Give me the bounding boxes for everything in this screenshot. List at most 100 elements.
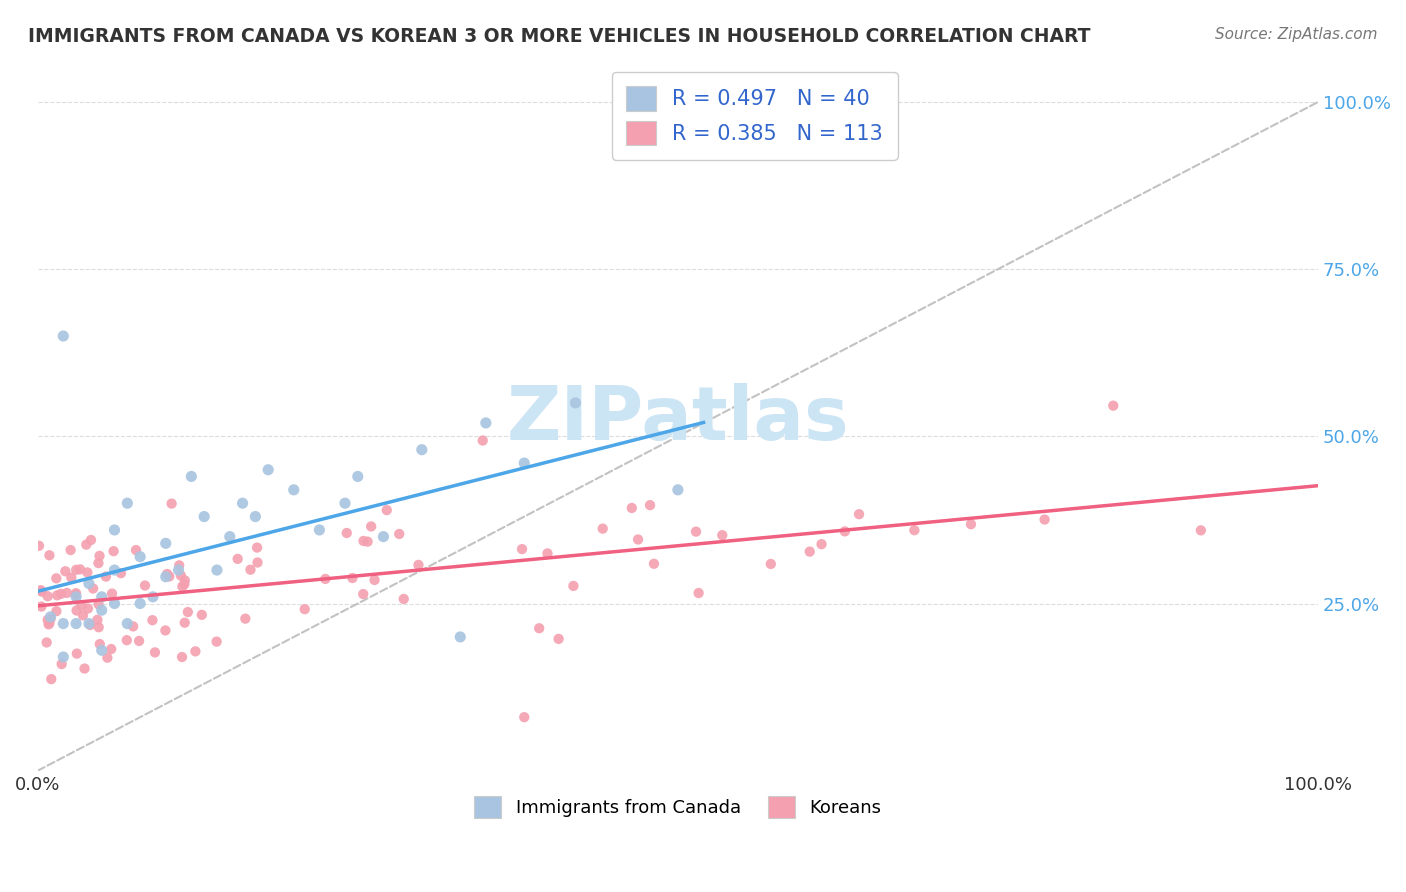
Text: Source: ZipAtlas.com: Source: ZipAtlas.com <box>1215 27 1378 42</box>
Point <box>46 588 69 602</box>
Point <box>52 329 75 343</box>
Point <box>235 612 257 626</box>
Point <box>45 571 67 585</box>
Point <box>471 434 494 448</box>
Point <box>65 590 87 604</box>
Point <box>392 591 415 606</box>
Point <box>170 650 193 665</box>
Point <box>536 546 558 560</box>
Text: ZIPatlas: ZIPatlas <box>506 383 849 456</box>
Point <box>89 549 111 563</box>
Point <box>51 657 73 671</box>
Point <box>90 590 112 604</box>
Point <box>173 615 195 630</box>
Point <box>834 524 856 539</box>
Point <box>39 610 62 624</box>
Point <box>38 616 60 631</box>
Point <box>360 519 382 533</box>
Point <box>69 562 91 576</box>
Point <box>353 533 375 548</box>
Point <box>513 710 536 724</box>
Point <box>122 619 145 633</box>
Point <box>193 509 215 524</box>
Point <box>513 456 536 470</box>
Point <box>342 571 364 585</box>
Point <box>226 552 249 566</box>
Point <box>562 579 585 593</box>
Point <box>408 558 430 572</box>
Point <box>134 578 156 592</box>
Point <box>77 576 100 591</box>
Point <box>65 563 87 577</box>
Point <box>592 522 614 536</box>
Point <box>87 620 110 634</box>
Point <box>218 530 240 544</box>
Point <box>45 604 67 618</box>
Point <box>711 528 734 542</box>
Point <box>31 584 53 599</box>
Point <box>38 549 60 563</box>
Point <box>191 607 214 622</box>
Point <box>160 497 183 511</box>
Point <box>547 632 569 646</box>
Point <box>308 523 330 537</box>
Point <box>510 542 533 557</box>
Point <box>314 572 336 586</box>
Point <box>205 563 228 577</box>
Point <box>103 523 125 537</box>
Point <box>156 566 179 581</box>
Point <box>82 582 104 596</box>
Point <box>294 602 316 616</box>
Point <box>115 633 138 648</box>
Point <box>52 616 75 631</box>
Point <box>246 556 269 570</box>
Point <box>117 616 139 631</box>
Point <box>60 570 83 584</box>
Point <box>75 538 97 552</box>
Point <box>627 533 650 547</box>
Point <box>142 590 165 604</box>
Point <box>173 577 195 591</box>
Point <box>56 586 79 600</box>
Point <box>129 597 152 611</box>
Point <box>363 573 385 587</box>
Point <box>79 618 101 632</box>
Point <box>449 630 471 644</box>
Point <box>643 557 665 571</box>
Point <box>184 644 207 658</box>
Point <box>66 647 89 661</box>
Point <box>65 616 87 631</box>
Point <box>333 496 356 510</box>
Point <box>65 603 87 617</box>
Point <box>356 534 378 549</box>
Point <box>205 634 228 648</box>
Point <box>375 503 398 517</box>
Point <box>87 597 110 611</box>
Point <box>245 509 267 524</box>
Point <box>638 498 661 512</box>
Point <box>37 589 59 603</box>
Point <box>239 563 262 577</box>
Point <box>173 574 195 588</box>
Point <box>87 556 110 570</box>
Point <box>759 557 782 571</box>
Point <box>70 599 93 613</box>
Point <box>65 586 87 600</box>
Point <box>688 586 710 600</box>
Point <box>257 463 280 477</box>
Point <box>666 483 689 497</box>
Point <box>117 496 139 510</box>
Point <box>564 396 586 410</box>
Point <box>39 612 62 626</box>
Point <box>39 672 62 686</box>
Point <box>129 549 152 564</box>
Point <box>1102 399 1125 413</box>
Point <box>49 587 72 601</box>
Point <box>35 635 58 649</box>
Point <box>167 563 190 577</box>
Point <box>103 597 125 611</box>
Point <box>177 605 200 619</box>
Point <box>96 650 118 665</box>
Point <box>103 544 125 558</box>
Point <box>155 570 177 584</box>
